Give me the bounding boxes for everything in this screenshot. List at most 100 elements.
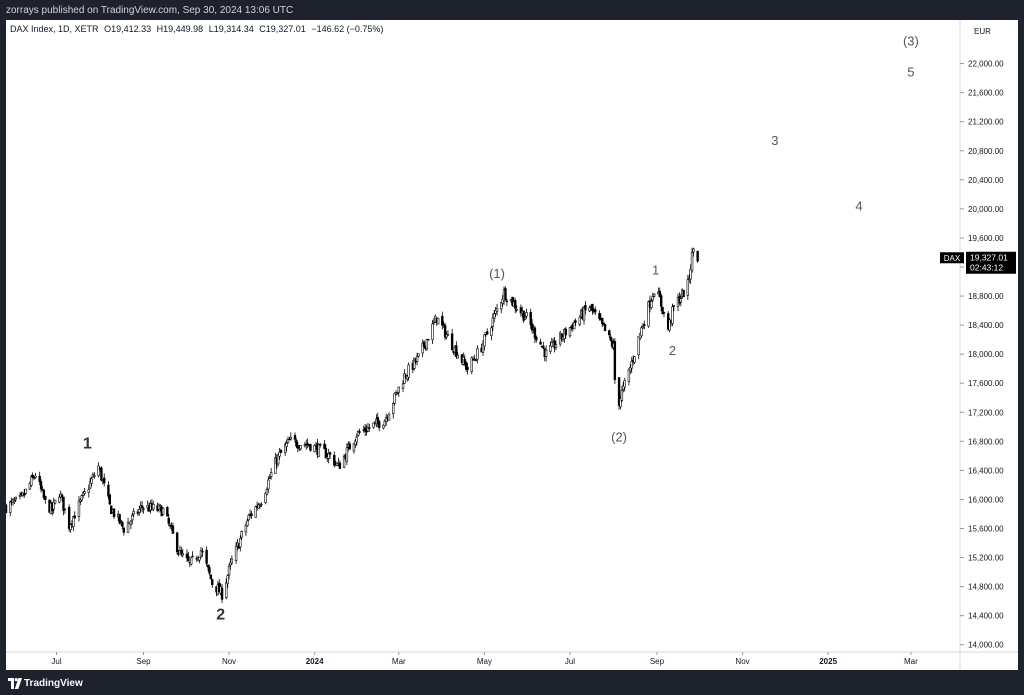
- candle: [582, 305, 586, 325]
- candle: [132, 508, 135, 517]
- candle: [568, 327, 572, 338]
- candle: [205, 546, 208, 567]
- legend-open: O19,412.33: [104, 24, 151, 34]
- wave-labels: 1 2 (1) (2) 1 2 3 4 5 (3): [83, 33, 919, 623]
- candle: [44, 495, 47, 504]
- legend-change: −146.62 (−0.75%): [311, 24, 383, 34]
- candle: [208, 564, 211, 576]
- candle: [549, 341, 552, 355]
- x-tick-label: Nov: [222, 657, 236, 666]
- y-tick-label: 17,200.00: [968, 408, 1004, 417]
- candle: [9, 500, 12, 517]
- candle: [578, 314, 582, 327]
- candle: [682, 289, 685, 298]
- candle: [417, 353, 420, 358]
- candle: [267, 476, 270, 493]
- candle: [530, 318, 534, 334]
- candle: [175, 531, 179, 555]
- candle: [227, 563, 231, 580]
- wave-label: (2): [611, 429, 627, 444]
- candle: [286, 436, 290, 444]
- candle: [696, 250, 699, 263]
- y-tick-label: 20,800.00: [968, 147, 1004, 156]
- candle: [274, 452, 277, 474]
- candle: [643, 320, 646, 330]
- x-tick-label: Jul: [51, 657, 61, 666]
- candle: [384, 413, 388, 426]
- candle: [324, 444, 328, 459]
- candle: [629, 364, 632, 375]
- candle: [463, 354, 466, 367]
- candle: [87, 484, 90, 498]
- y-tick-label: 14,400.00: [968, 612, 1004, 621]
- candle: [514, 298, 517, 314]
- candle: [247, 513, 250, 522]
- candle: [69, 523, 72, 533]
- y-tick-label: 16,800.00: [968, 437, 1004, 446]
- candle: [306, 438, 309, 449]
- price-tag-symbol: DAX: [944, 254, 961, 263]
- candle: [627, 368, 631, 386]
- x-tick-label: Mar: [392, 657, 406, 666]
- y-tick-label: 18,400.00: [968, 321, 1004, 330]
- candle: [79, 498, 82, 506]
- candle: [97, 462, 100, 478]
- legend-high: H19,449.98: [157, 24, 204, 34]
- publisher-text: zorrays published on TradingView.com, Se…: [6, 5, 294, 16]
- candle: [58, 493, 61, 504]
- candle: [539, 338, 542, 345]
- candle: [445, 331, 448, 340]
- y-tick-label: 18,000.00: [968, 350, 1004, 359]
- candle: [187, 551, 190, 562]
- x-tick-label: Mar: [904, 657, 918, 666]
- candle: [142, 506, 145, 514]
- candle: [244, 522, 248, 536]
- chart-panel[interactable]: 14,000.00 14,400.00 14,800.00 15,200.00 15,6…: [6, 20, 1018, 670]
- price-tag-box: [966, 251, 1016, 274]
- candle: [31, 472, 34, 479]
- candle: [588, 305, 591, 313]
- candle: [264, 491, 267, 505]
- price-scale[interactable]: EUR: [974, 27, 991, 36]
- candle: [603, 324, 607, 332]
- candle: [455, 341, 458, 359]
- tradingview-logo-icon[interactable]: [8, 678, 22, 689]
- candle: [659, 293, 663, 312]
- candle: [181, 548, 184, 558]
- candle: [220, 584, 224, 604]
- candle: [121, 521, 124, 530]
- candle: [383, 419, 386, 427]
- candle: [450, 328, 454, 351]
- candle: [533, 325, 537, 343]
- candle: [553, 337, 556, 353]
- candle: [486, 328, 489, 336]
- candle: [191, 551, 194, 558]
- candle: [229, 558, 232, 570]
- x-tick-label: Jul: [565, 657, 575, 666]
- wave-label: 1: [652, 262, 659, 277]
- candle: [34, 472, 37, 479]
- candle: [90, 476, 93, 487]
- price-tag-value: 19,327.01: [970, 252, 1008, 262]
- candle: [211, 578, 214, 588]
- x-tick-label: May: [477, 657, 492, 666]
- price-chart[interactable]: 14,000.00 14,400.00 14,800.00 15,200.00 15,6…: [6, 20, 1018, 670]
- candle: [617, 377, 621, 410]
- currency-label: EUR: [974, 27, 991, 36]
- candle: [24, 488, 27, 495]
- candle: [608, 329, 611, 338]
- candle: [511, 296, 514, 307]
- candle: [152, 500, 155, 512]
- candle: [397, 386, 401, 397]
- candle: [413, 357, 416, 371]
- candle: [129, 519, 133, 530]
- candle: [171, 522, 175, 534]
- candle: [490, 325, 493, 341]
- candle: [446, 330, 450, 336]
- candle: [427, 338, 430, 341]
- legend-close: C19,327.01: [259, 24, 306, 34]
- candle: [53, 499, 57, 505]
- tradingview-wordmark[interactable]: TradingView: [24, 678, 83, 689]
- candle: [572, 319, 576, 330]
- candle: [500, 301, 503, 314]
